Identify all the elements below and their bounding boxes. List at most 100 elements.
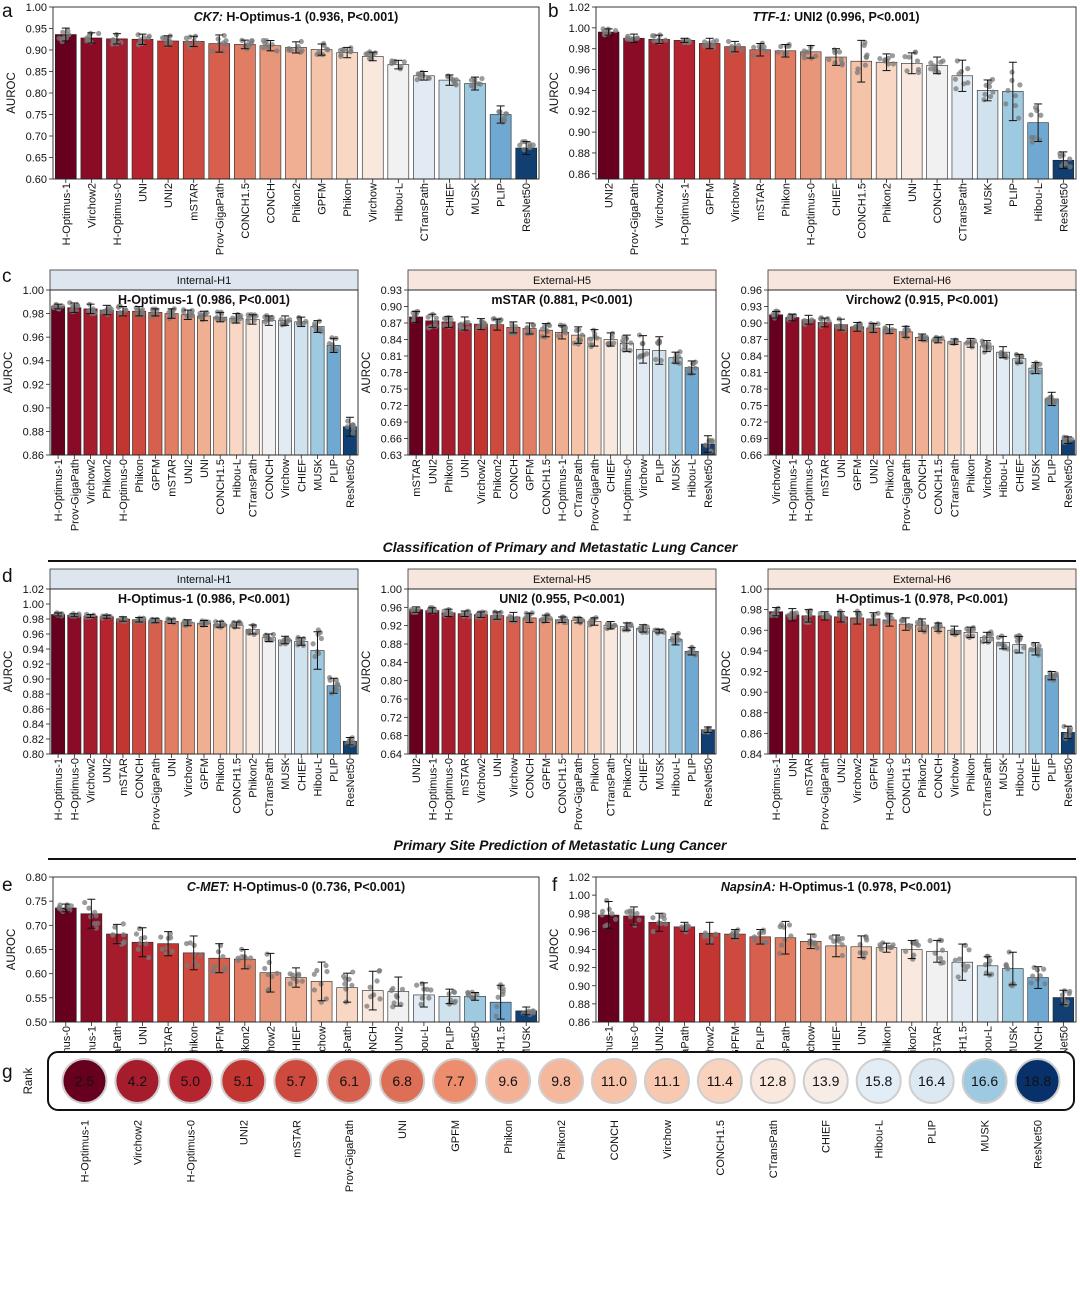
data-point — [1045, 400, 1052, 406]
data-point — [835, 936, 841, 943]
x-tick-label: CTransPath — [606, 758, 618, 816]
bar-Virchow2 — [769, 314, 784, 456]
data-point — [883, 619, 889, 625]
panel-letter-a: a — [2, 1, 13, 22]
plot-frame — [767, 588, 1077, 755]
bar-Phikon2 — [490, 324, 505, 456]
data-point — [349, 982, 355, 988]
data-point — [338, 51, 344, 58]
y-tick-label: 1.00 — [381, 584, 402, 596]
x-tick-label: H-Optimus-0 — [69, 758, 81, 820]
x-tick-label: UNI — [907, 183, 919, 202]
data-point — [624, 35, 630, 41]
x-tick-label: mSTAR — [118, 758, 130, 796]
data-point — [986, 341, 992, 347]
data-point — [1061, 160, 1067, 166]
rank-value: 9.8 — [551, 1073, 571, 1089]
data-point — [121, 940, 127, 946]
chart-title: UNI2 (0.955, P<0.001) — [499, 592, 624, 606]
bar-UNI — [490, 615, 505, 755]
chart-title: TTF-1: UNI2 (0.996, P<0.001) — [752, 10, 919, 24]
x-tick-label: CONCH1.5 — [541, 459, 553, 515]
data-point — [262, 965, 268, 972]
data-point — [778, 43, 784, 50]
y-tick-label: 0.96 — [741, 625, 762, 637]
data-point — [120, 932, 127, 938]
data-point — [221, 316, 227, 323]
x-tick-label: H-Optimus-0 — [118, 459, 130, 521]
data-point — [777, 950, 783, 957]
data-point — [1034, 976, 1041, 982]
data-point — [1003, 961, 1009, 968]
data-point — [346, 976, 352, 982]
bar-mSTAR — [817, 322, 832, 456]
x-tick-label: H-Optimus-0 — [885, 758, 897, 820]
bar-CHIEF — [1012, 358, 1027, 456]
data-point — [246, 628, 253, 634]
data-point — [1064, 733, 1070, 739]
data-point — [136, 925, 143, 932]
y-tick-label: 0.70 — [26, 131, 47, 143]
bar-GPFM — [197, 623, 211, 755]
data-point — [791, 614, 797, 620]
y-tick-label: 0.64 — [381, 749, 402, 761]
data-point — [928, 66, 934, 72]
x-tick-label: Virchow2 — [86, 758, 98, 803]
x-tick-label: Phikon2 — [917, 758, 929, 798]
x-tick-label: GPFM — [317, 183, 329, 215]
data-point — [167, 931, 173, 937]
x-tick-label: CHIEF — [444, 183, 456, 216]
data-point — [1005, 646, 1011, 652]
plot-frame — [49, 289, 359, 456]
bar-CONCH — [915, 336, 929, 456]
x-tick-label: Virchow — [280, 459, 292, 498]
data-point — [1037, 973, 1043, 979]
data-point — [282, 320, 289, 327]
bar-mSTAR — [801, 615, 816, 755]
data-point — [672, 640, 678, 646]
rank-label: UNI2 — [238, 1120, 250, 1145]
bar-Phikon — [963, 342, 978, 456]
bar-UNI — [457, 323, 472, 456]
rank-label: H-Optimus-0 — [185, 1120, 197, 1182]
rank-circle-Virchow2 — [114, 1058, 161, 1104]
data-point — [301, 635, 307, 642]
bar-CHIEF — [603, 339, 618, 456]
bar-mSTAR — [164, 313, 179, 456]
bar-Prov-GigaPath — [623, 37, 645, 180]
rank-label: PLIP — [927, 1120, 939, 1144]
data-point — [197, 310, 203, 316]
rank-value: 11.4 — [707, 1073, 733, 1089]
data-point — [212, 963, 218, 970]
data-point — [730, 930, 736, 936]
x-tick-label: Phikon2 — [492, 459, 504, 499]
bar-Prov-GigaPath — [587, 337, 602, 456]
rank-value: 15.8 — [865, 1073, 892, 1089]
data-point — [337, 47, 344, 53]
y-axis-label: AUROC — [721, 651, 733, 693]
data-point — [902, 54, 908, 60]
x-tick-label: GPFM — [214, 1026, 226, 1058]
x-tick-label: CTransPath — [949, 459, 961, 517]
data-point — [651, 38, 657, 44]
y-tick-label: 0.92 — [381, 621, 402, 633]
data-point — [634, 35, 641, 41]
data-point — [1067, 164, 1073, 170]
x-tick-label: MUSK — [654, 757, 666, 789]
data-point — [86, 32, 93, 38]
x-tick-label: Prov-GigaPath — [629, 183, 641, 255]
x-tick-label: Virchow — [638, 459, 650, 498]
data-point — [503, 111, 510, 117]
data-point — [704, 932, 710, 939]
chart-title: H-Optimus-1 (0.978, P<0.001) — [836, 592, 1008, 606]
data-point — [159, 35, 166, 41]
bar-CHIEF — [438, 79, 461, 180]
panel-letter-b: b — [548, 1, 559, 22]
data-point — [1009, 69, 1015, 75]
y-tick-label: 0.90 — [23, 674, 44, 686]
x-tick-label: UNI — [138, 183, 150, 202]
plot-frame — [767, 289, 1077, 456]
x-tick-label: H-Optimus-0 — [112, 183, 124, 245]
chart-title: NapsinA: H-Optimus-1 (0.978, P<0.001) — [721, 880, 951, 894]
data-point — [324, 968, 330, 975]
